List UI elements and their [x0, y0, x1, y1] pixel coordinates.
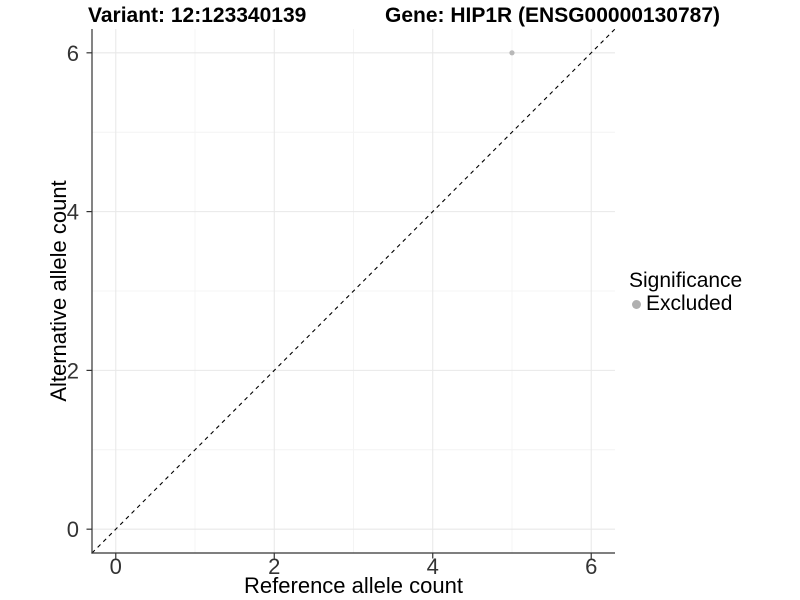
legend-item-excluded: Excluded	[629, 292, 742, 315]
x-tick-label: 6	[585, 554, 597, 579]
legend: Significance Excluded	[629, 269, 742, 315]
identity-dashed-line	[91, 28, 616, 554]
tick-labels: 0 2 4 6 0 2 4 6	[67, 41, 598, 579]
y-tick-label: 2	[67, 358, 79, 383]
y-tick-label: 4	[67, 200, 79, 225]
identity-line-group	[91, 28, 616, 554]
y-tick-label: 6	[67, 41, 79, 66]
legend-item-label: Excluded	[646, 292, 733, 315]
x-tick-label: 2	[268, 554, 280, 579]
x-tick-label: 0	[110, 554, 122, 579]
data-point	[509, 50, 515, 56]
tick-marks	[86, 52, 592, 559]
legend-title: Significance	[629, 269, 743, 292]
x-axis-title: Reference allele count	[244, 573, 463, 598]
minor-gridlines	[92, 29, 615, 553]
y-axis-title: Alternative allele count	[46, 180, 71, 402]
x-tick-label: 4	[427, 554, 439, 579]
y-tick-label: 0	[67, 517, 79, 542]
plot-title-gene: Gene: HIP1R (ENSG00000130787)	[385, 4, 721, 27]
major-gridlines	[92, 29, 615, 553]
plot-title-variant: Variant: 12:123340139	[88, 4, 307, 27]
legend-point-icon	[632, 299, 641, 309]
data-points	[509, 50, 515, 56]
